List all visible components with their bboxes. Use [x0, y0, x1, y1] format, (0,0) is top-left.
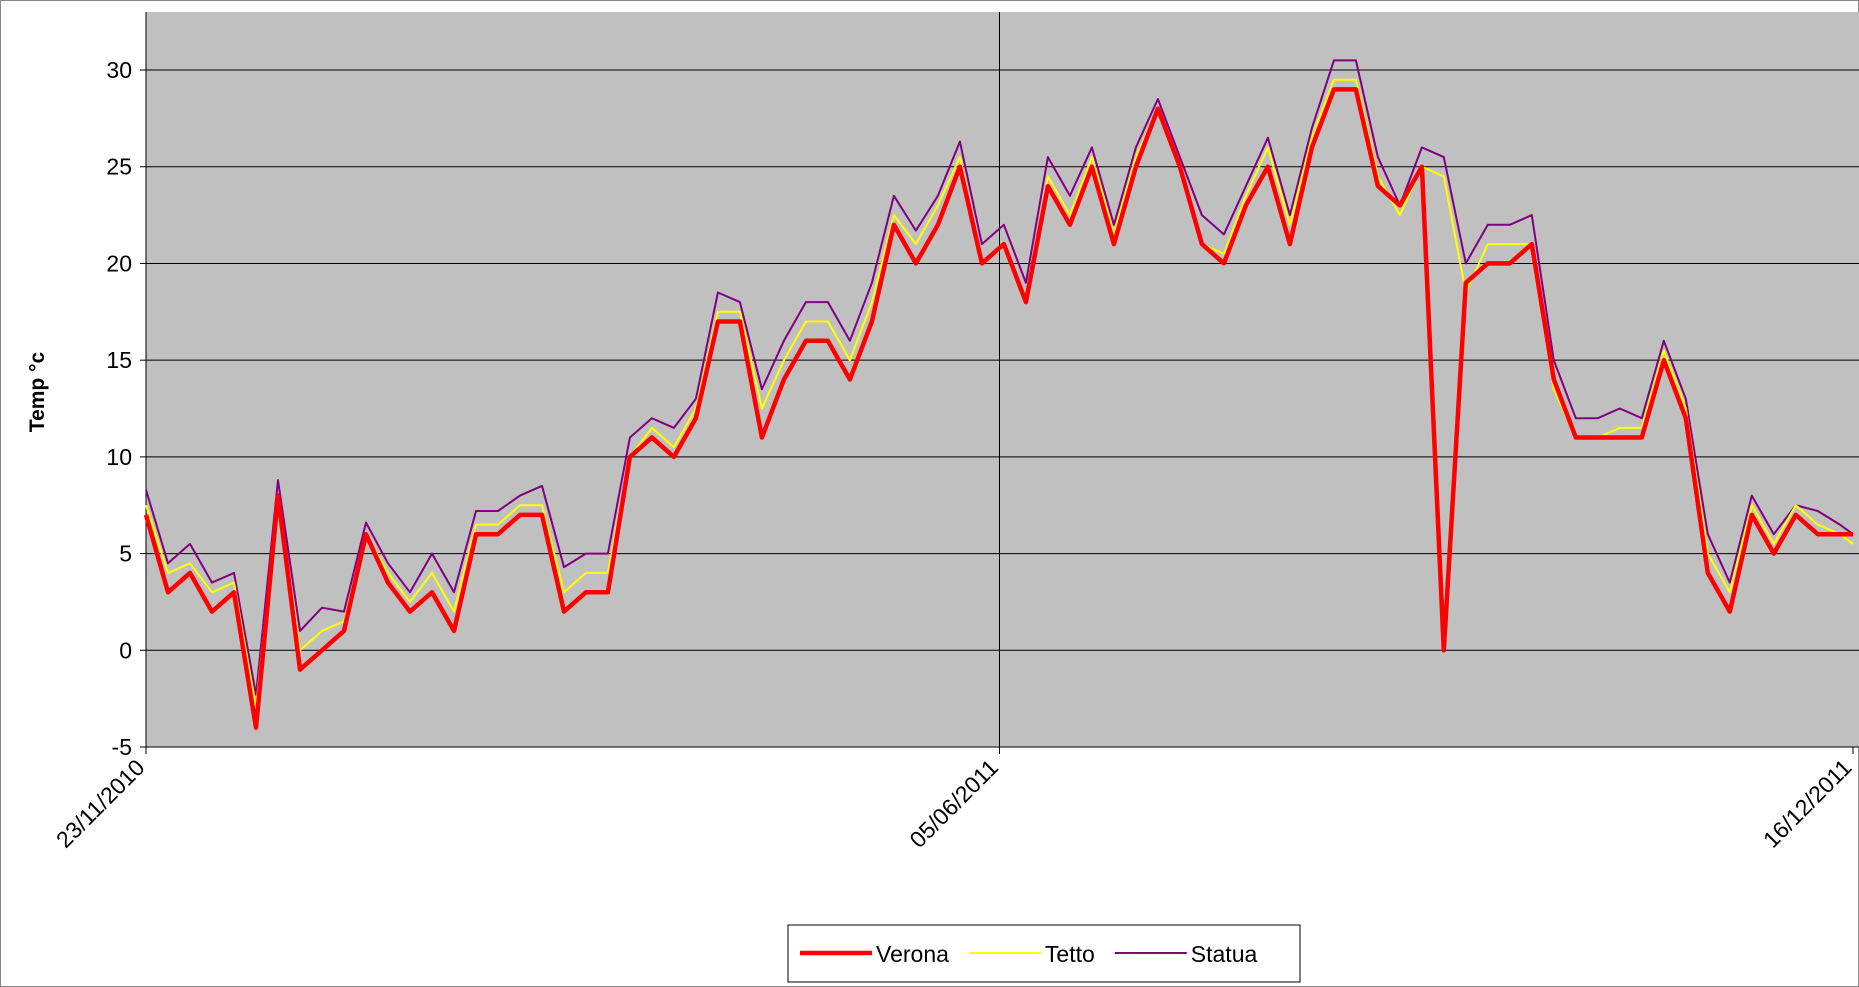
y-tick-label: 20 — [106, 250, 132, 276]
y-tick-label: 15 — [106, 347, 132, 373]
legend-label: Statua — [1191, 941, 1258, 967]
legend: Verona Tetto Statua — [787, 924, 1301, 983]
y-tick-label: 5 — [119, 541, 132, 567]
y-tick-label: 30 — [106, 57, 132, 83]
data-line — [145, 59, 1854, 696]
legend-box — [787, 924, 1301, 983]
data-line — [143, 87, 1853, 730]
legend-label: Tetto — [1045, 941, 1095, 967]
y-tick-label: 10 — [106, 444, 132, 470]
legend-label: Verona — [876, 941, 949, 967]
y-axis-label: Temp °c — [26, 352, 49, 433]
y-tick-label: 0 — [119, 637, 132, 663]
plot-area — [146, 12, 1859, 747]
y-tick-label: 25 — [106, 154, 132, 180]
y-tick-label: -5 — [112, 734, 132, 760]
